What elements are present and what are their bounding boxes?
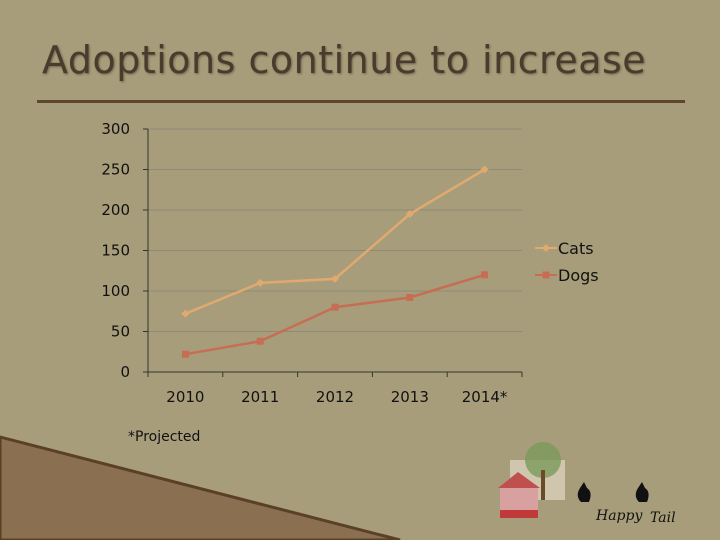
doghouse-base-icon <box>500 510 538 518</box>
tree-icon <box>525 442 561 478</box>
data-point-cats <box>405 210 414 219</box>
data-point-cats <box>181 309 190 318</box>
x-tick-label: 2014* <box>462 388 508 406</box>
title-underline <box>37 100 685 103</box>
data-point-cats <box>480 165 489 174</box>
y-tick-label: 100 <box>101 282 130 300</box>
series-lines <box>181 165 489 358</box>
legend-label-cats: Cats <box>558 239 594 258</box>
y-tick-label: 50 <box>111 323 130 341</box>
slide-title: Adoptions continue to increase <box>42 38 647 82</box>
data-point-cats <box>331 274 339 283</box>
data-point-dogs <box>331 303 339 311</box>
x-tick-label: 2010 <box>166 388 204 406</box>
cat-silhouette-icon <box>635 482 649 502</box>
y-tick-label: 300 <box>101 120 130 138</box>
y-tick-label: 250 <box>101 161 130 179</box>
doghouse-roof-icon <box>498 472 540 488</box>
y-tick-label: 0 <box>120 363 130 381</box>
logo-text-happy: Happy <box>595 508 643 524</box>
y-tick-labels: 0 50 100 150 200 250 300 <box>101 120 130 381</box>
axes <box>143 128 523 377</box>
y-tick-label: 150 <box>101 242 130 260</box>
data-point-dogs <box>181 350 189 358</box>
cat-silhouette-icon <box>577 482 591 502</box>
tree-trunk-icon <box>541 470 545 500</box>
happy-tail-logo: Happy Tail <box>498 442 676 526</box>
legend-marker-cats <box>542 244 550 252</box>
gridlines <box>148 128 522 332</box>
legend-marker-dogs <box>542 271 550 279</box>
legend-label-dogs: Dogs <box>558 266 599 285</box>
decorative-wedge <box>0 435 401 540</box>
logo-text-tail: Tail <box>650 510 676 526</box>
data-point-cats <box>256 278 265 287</box>
y-tick-label: 200 <box>101 201 130 219</box>
series-line-dogs <box>185 273 485 356</box>
x-tick-labels: 2010 2011 2012 2013 2014* <box>166 388 508 406</box>
x-tick-label: 2013 <box>391 388 429 406</box>
series-line-cats <box>184 168 486 315</box>
data-point-dogs <box>481 271 489 279</box>
legend: Cats Dogs <box>535 239 599 285</box>
data-point-dogs <box>406 293 414 301</box>
data-point-dogs <box>256 337 264 345</box>
x-tick-label: 2012 <box>316 388 354 406</box>
x-tick-label: 2011 <box>241 388 279 406</box>
projected-footnote: *Projected <box>128 429 201 445</box>
